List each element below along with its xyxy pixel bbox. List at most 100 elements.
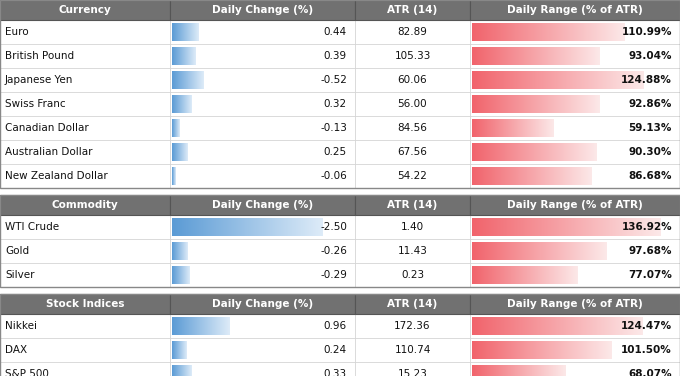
- Bar: [355, 140, 470, 164]
- Bar: [170, 0, 355, 20]
- Text: 15.23: 15.23: [398, 369, 428, 376]
- Text: Gold: Gold: [5, 246, 29, 256]
- Text: 68.07%: 68.07%: [628, 369, 672, 376]
- Bar: [355, 0, 470, 20]
- Bar: [0, 314, 170, 338]
- Text: Swiss Franc: Swiss Franc: [5, 99, 66, 109]
- Bar: [0, 215, 170, 239]
- Bar: [0, 0, 680, 188]
- Bar: [355, 362, 470, 376]
- Text: New Zealand Dollar: New Zealand Dollar: [5, 171, 107, 181]
- Bar: [470, 195, 680, 215]
- Text: DAX: DAX: [5, 345, 27, 355]
- Bar: [470, 263, 680, 287]
- Bar: [170, 294, 355, 314]
- Text: Daily Range (% of ATR): Daily Range (% of ATR): [507, 200, 643, 210]
- Text: 82.89: 82.89: [398, 27, 428, 37]
- Bar: [470, 92, 680, 116]
- Text: 124.47%: 124.47%: [621, 321, 672, 331]
- Text: 0.96: 0.96: [324, 321, 347, 331]
- Bar: [470, 68, 680, 92]
- Text: -0.52: -0.52: [320, 75, 347, 85]
- Text: Daily Range (% of ATR): Daily Range (% of ATR): [507, 299, 643, 309]
- Text: 77.07%: 77.07%: [628, 270, 672, 280]
- Text: 54.22: 54.22: [398, 171, 428, 181]
- Text: -0.26: -0.26: [320, 246, 347, 256]
- Bar: [470, 164, 680, 188]
- Text: Currency: Currency: [58, 5, 112, 15]
- Text: Daily Change (%): Daily Change (%): [212, 299, 313, 309]
- Bar: [470, 0, 680, 20]
- Bar: [355, 239, 470, 263]
- Text: 0.39: 0.39: [324, 51, 347, 61]
- Bar: [170, 362, 355, 376]
- Bar: [355, 195, 470, 215]
- Bar: [0, 20, 170, 44]
- Text: 1.40: 1.40: [401, 222, 424, 232]
- Bar: [0, 92, 170, 116]
- Text: 110.74: 110.74: [394, 345, 430, 355]
- Text: 0.25: 0.25: [324, 147, 347, 157]
- Text: Daily Range (% of ATR): Daily Range (% of ATR): [507, 5, 643, 15]
- Bar: [0, 294, 680, 376]
- Text: British Pound: British Pound: [5, 51, 74, 61]
- Text: 84.56: 84.56: [398, 123, 428, 133]
- Bar: [355, 294, 470, 314]
- Bar: [355, 314, 470, 338]
- Text: 11.43: 11.43: [398, 246, 428, 256]
- Bar: [355, 215, 470, 239]
- Text: ATR (14): ATR (14): [388, 200, 438, 210]
- Text: Daily Change (%): Daily Change (%): [212, 5, 313, 15]
- Text: Euro: Euro: [5, 27, 29, 37]
- Bar: [470, 20, 680, 44]
- Bar: [0, 294, 170, 314]
- Bar: [470, 215, 680, 239]
- Bar: [170, 314, 355, 338]
- Bar: [355, 164, 470, 188]
- Bar: [0, 116, 170, 140]
- Bar: [470, 338, 680, 362]
- Bar: [170, 140, 355, 164]
- Text: 86.68%: 86.68%: [628, 171, 672, 181]
- Text: 101.50%: 101.50%: [622, 345, 672, 355]
- Bar: [470, 140, 680, 164]
- Text: 105.33: 105.33: [394, 51, 430, 61]
- Text: 172.36: 172.36: [394, 321, 430, 331]
- Text: Commodity: Commodity: [52, 200, 118, 210]
- Bar: [170, 263, 355, 287]
- Bar: [355, 68, 470, 92]
- Bar: [470, 362, 680, 376]
- Text: Stock Indices: Stock Indices: [46, 299, 124, 309]
- Bar: [0, 195, 170, 215]
- Bar: [0, 68, 170, 92]
- Bar: [355, 263, 470, 287]
- Bar: [470, 116, 680, 140]
- Text: 59.13%: 59.13%: [628, 123, 672, 133]
- Bar: [170, 92, 355, 116]
- Bar: [170, 195, 355, 215]
- Bar: [170, 164, 355, 188]
- Bar: [170, 239, 355, 263]
- Bar: [470, 294, 680, 314]
- Text: 0.44: 0.44: [324, 27, 347, 37]
- Bar: [170, 215, 355, 239]
- Text: 124.88%: 124.88%: [621, 75, 672, 85]
- Bar: [170, 68, 355, 92]
- Text: 56.00: 56.00: [398, 99, 427, 109]
- Bar: [470, 239, 680, 263]
- Bar: [355, 116, 470, 140]
- Bar: [0, 239, 170, 263]
- Bar: [0, 164, 170, 188]
- Bar: [470, 314, 680, 338]
- Text: Japanese Yen: Japanese Yen: [5, 75, 73, 85]
- Bar: [355, 20, 470, 44]
- Text: 97.68%: 97.68%: [628, 246, 672, 256]
- Text: 93.04%: 93.04%: [628, 51, 672, 61]
- Text: ATR (14): ATR (14): [388, 5, 438, 15]
- Text: Silver: Silver: [5, 270, 35, 280]
- Bar: [355, 92, 470, 116]
- Bar: [170, 338, 355, 362]
- Bar: [170, 116, 355, 140]
- Text: -0.13: -0.13: [320, 123, 347, 133]
- Bar: [0, 362, 170, 376]
